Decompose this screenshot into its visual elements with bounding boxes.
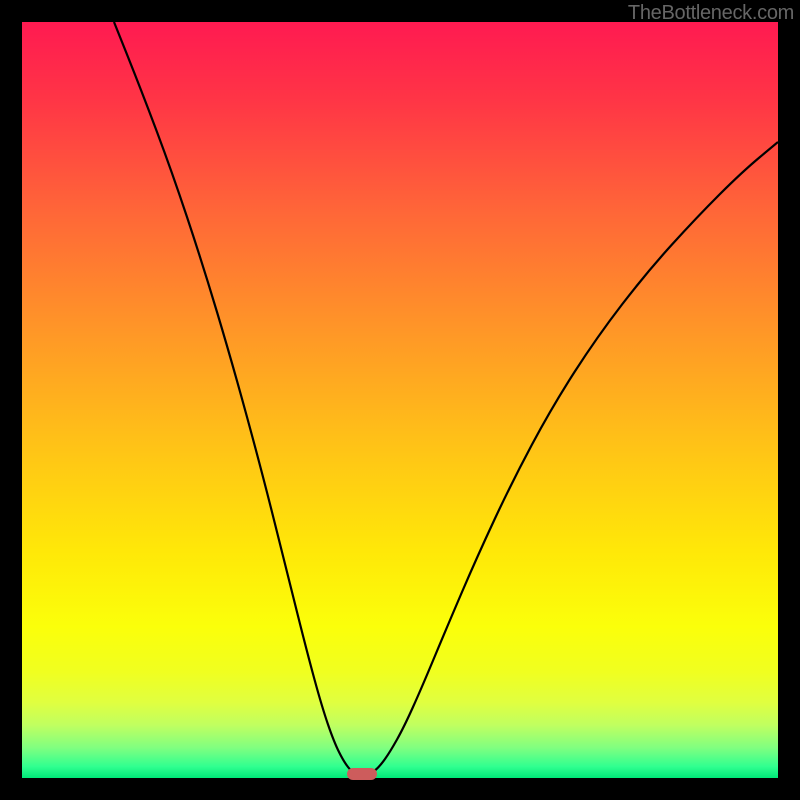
bottleneck-curve xyxy=(22,22,778,778)
chart-container: TheBottleneck.com xyxy=(0,0,800,800)
plot-area xyxy=(22,22,778,778)
optimal-marker xyxy=(347,768,377,780)
